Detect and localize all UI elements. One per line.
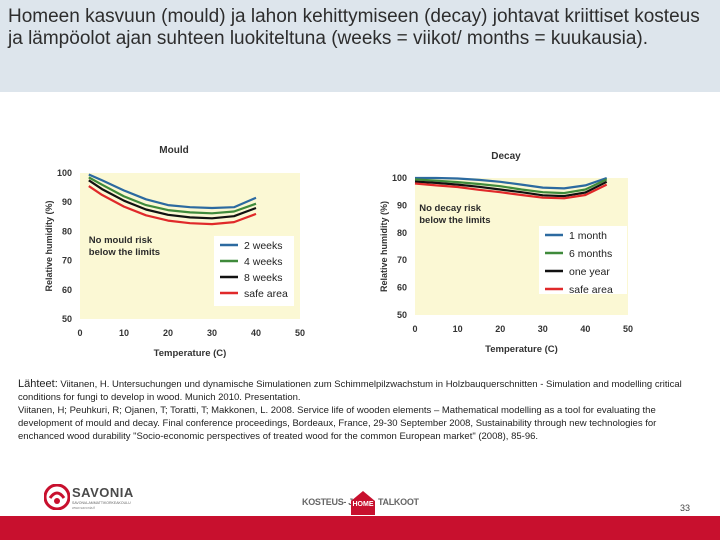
savonia-logo: SAVONIA SAVONIA-AMMATTIKORKEAKOULU www.s… — [44, 482, 194, 516]
legend-label: one year — [569, 266, 610, 278]
legend-label: safe area — [569, 284, 613, 296]
series-line-safe-area — [88, 185, 257, 226]
kosteus-logo-left: KOSTEUS- JA — [302, 497, 360, 507]
reference-2: Viitanen, H; Peuhkuri, R; Ojanen, T; Tor… — [18, 405, 657, 442]
y-tick-label: 90 — [397, 200, 407, 210]
legend-label: 4 weeks — [244, 256, 283, 268]
y-tick-label: 50 — [62, 314, 72, 324]
legend-label: safe area — [244, 288, 288, 300]
x-tick-label: 10 — [119, 328, 129, 338]
y-tick-label: 70 — [397, 255, 407, 265]
kosteus-logo-right: TALKOOT — [378, 497, 419, 507]
series-line-safe-area — [414, 182, 608, 200]
savonia-name: SAVONIA — [72, 485, 134, 500]
x-axis-label: Temperature (C) — [154, 348, 227, 359]
y-tick-label: 100 — [57, 168, 72, 178]
y-tick-label: 90 — [62, 197, 72, 207]
reference-1: Viitanen, H. Untersuchungen und dynamisc… — [18, 379, 682, 403]
y-tick-label: 60 — [397, 283, 407, 293]
chart-title: Decay — [491, 151, 521, 162]
decay-chart: Decay 50 60 70 80 90 100 0 10 20 30 40 50 Temperature… — [379, 151, 633, 355]
legend-label: 1 month — [569, 230, 607, 242]
mould-chart: Mould 50 60 70 80 90 100 0 10 20 30 40 50 Temperature… — [44, 145, 305, 359]
y-axis-label: Relative humidity (%) — [44, 200, 54, 291]
kosteus-logo-home: HOME — [352, 501, 374, 508]
y-tick-label: 80 — [397, 228, 407, 238]
y-tick-label: 50 — [397, 310, 407, 320]
annotation-text: No mould risk — [89, 235, 153, 246]
series-line-2-weeks — [88, 173, 257, 210]
series-line-8-weeks — [88, 179, 257, 220]
chart-title: Mould — [159, 145, 188, 156]
y-tick-label: 80 — [62, 226, 72, 236]
series-line-one-year — [414, 180, 608, 198]
savonia-url: www.savonia.fi — [72, 506, 96, 510]
y-axis-label: Relative humidity (%) — [379, 201, 389, 292]
x-tick-label: 40 — [251, 328, 261, 338]
x-tick-label: 0 — [412, 324, 417, 334]
annotation-text: below the limits — [89, 247, 160, 258]
title-band — [0, 0, 720, 92]
series-line-1-month — [415, 176, 608, 190]
x-tick-label: 30 — [538, 324, 548, 334]
x-tick-label: 20 — [163, 328, 173, 338]
x-tick-label: 30 — [207, 328, 217, 338]
x-tick-label: 0 — [77, 328, 82, 338]
y-tick-label: 100 — [392, 173, 407, 183]
series-line-6-months — [414, 178, 608, 195]
x-tick-label: 10 — [453, 324, 463, 334]
footer-bar — [0, 516, 720, 540]
legend-label: 6 months — [569, 248, 612, 260]
annotation-text: No decay risk — [419, 203, 481, 214]
x-tick-label: 40 — [580, 324, 590, 334]
kosteus-home-talkoot-logo: KOSTEUS- JA HOME TALKOOT — [300, 490, 430, 516]
x-axis-label: Temperature (C) — [485, 344, 558, 355]
x-tick-label: 20 — [495, 324, 505, 334]
y-tick-label: 70 — [62, 256, 72, 266]
y-tick-label: 60 — [62, 285, 72, 295]
references: Lähteet: Viitanen, H. Untersuchungen und… — [18, 378, 698, 443]
slide-title: Homeen kasvuun (mould) ja lahon kehittym… — [8, 6, 700, 49]
house-icon — [351, 491, 375, 515]
page-number: 33 — [679, 503, 690, 513]
legend-label: 2 weeks — [244, 240, 283, 252]
savonia-logo-mark — [44, 484, 70, 510]
legend-label: 8 weeks — [244, 272, 283, 284]
series-line-4-weeks — [88, 176, 257, 215]
legend-box — [214, 236, 294, 306]
savonia-tagline: SAVONIA-AMMATTIKORKEAKOULU — [72, 501, 131, 505]
legend-box — [539, 226, 627, 294]
references-lead: Lähteet: — [18, 378, 58, 390]
x-tick-label: 50 — [623, 324, 633, 334]
x-tick-label: 50 — [295, 328, 305, 338]
annotation-text: below the limits — [419, 215, 490, 226]
